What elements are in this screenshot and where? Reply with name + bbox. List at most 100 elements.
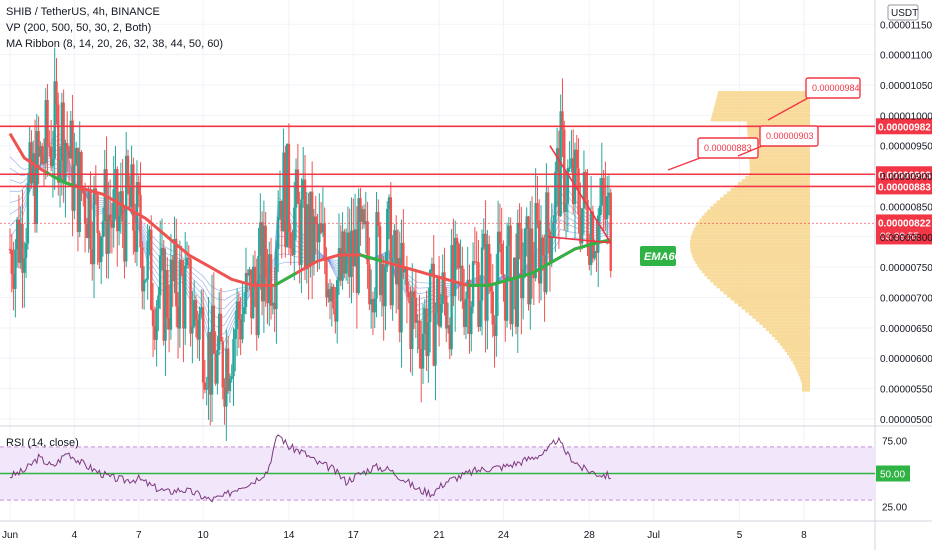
candle-body (80, 152, 83, 191)
volume-profile-bar (707, 209, 810, 213)
price-axis-tick: 0.00000550 (880, 385, 932, 396)
rsi-line (9, 434, 611, 503)
candle-body (207, 331, 210, 389)
candle-body (58, 160, 62, 183)
candle-body (521, 277, 525, 299)
candle-body (343, 231, 346, 274)
candle-body (289, 232, 292, 249)
candle-body (32, 153, 35, 184)
candle-body (241, 313, 244, 340)
candle-body (221, 341, 224, 388)
candle-body (513, 257, 516, 278)
candle-body (287, 143, 291, 233)
candle-body (101, 221, 105, 237)
volume-profile-bar (704, 273, 810, 277)
candle-body (285, 143, 289, 247)
candle-body (37, 131, 40, 157)
volume-profile-bar (745, 176, 810, 180)
volume-profile-bar (699, 218, 810, 222)
candle-body (563, 129, 566, 213)
candle-body (500, 243, 503, 275)
volume-profile-bar (713, 109, 810, 113)
candle-body (377, 212, 380, 227)
volume-profile-bar (800, 379, 810, 383)
volume-profile-bar (795, 367, 810, 371)
candle-body (91, 249, 94, 265)
candle-body (62, 102, 65, 182)
candle-body (600, 178, 604, 206)
volume-profile-bar (755, 318, 810, 322)
candle-body (108, 214, 112, 222)
volume-profile-bar (714, 106, 810, 110)
candle-body (427, 322, 430, 357)
volume-profile-bar (723, 291, 810, 295)
candle-body (255, 287, 258, 336)
candle-body (398, 258, 401, 333)
candle-body (302, 179, 305, 200)
volume-profile-bar (802, 385, 810, 389)
candle-body (176, 306, 180, 329)
candle-body (158, 255, 162, 296)
candle-body (407, 291, 410, 298)
candle-body (142, 280, 146, 292)
volume-profile-bar (695, 224, 810, 228)
candle-body (169, 259, 173, 330)
candle-body (139, 194, 142, 248)
candle-body (561, 111, 564, 130)
candle-body (53, 81, 56, 159)
candle-body (173, 238, 176, 282)
candle-body (523, 228, 527, 278)
candle-body (582, 172, 586, 209)
candle-body (293, 207, 296, 255)
candle-body (400, 242, 403, 333)
candle-body (361, 209, 364, 222)
volume-profile-bar (790, 358, 810, 362)
volume-profile-bar (748, 312, 810, 316)
candle-body (12, 273, 15, 289)
candle-body (126, 155, 130, 188)
time-axis-tick: 14 (283, 530, 295, 541)
candle-body (74, 148, 78, 165)
candle-body (230, 376, 233, 379)
candle-body (92, 188, 96, 265)
candle-body (216, 350, 219, 384)
candle-body (362, 209, 366, 225)
candle-body (96, 194, 99, 233)
candle-body (305, 204, 308, 270)
candle-body (114, 169, 117, 190)
candle-body (107, 214, 110, 254)
candles (8, 47, 612, 442)
candle-body (446, 325, 450, 329)
bar-countdown-label: 03:39:55 (880, 231, 919, 242)
current-price-label: 0.00000822 (878, 218, 931, 229)
volume-profile-bar (690, 239, 810, 243)
candle-body (137, 182, 140, 195)
candle-body (294, 169, 298, 208)
candle-body (425, 308, 428, 357)
volume-profile-bar (726, 294, 810, 298)
candle-body (309, 191, 312, 267)
candle-body (505, 245, 509, 321)
price-axis-tick: 0.00000600 (880, 354, 932, 365)
candle-body (278, 201, 282, 217)
volume-profile-bar (713, 203, 810, 207)
candle-body (575, 149, 578, 169)
volume-profile-bar (713, 282, 810, 286)
candle-body (117, 215, 121, 232)
time-axis-tick: 21 (434, 530, 446, 541)
callout-label: 0.00000883 (704, 143, 752, 153)
candle-body (192, 300, 196, 327)
candle-body (166, 269, 169, 318)
candle-body (260, 222, 264, 302)
candle-body (151, 309, 155, 327)
candle-body (46, 100, 49, 147)
candle-body (78, 152, 81, 232)
volume-profile-bar (701, 270, 810, 274)
candle-body (473, 261, 477, 263)
candle-body (487, 243, 491, 286)
candle-body (42, 163, 46, 165)
candle-body (328, 289, 332, 302)
candle-body (412, 291, 416, 298)
volume-profile-bar (692, 255, 810, 259)
